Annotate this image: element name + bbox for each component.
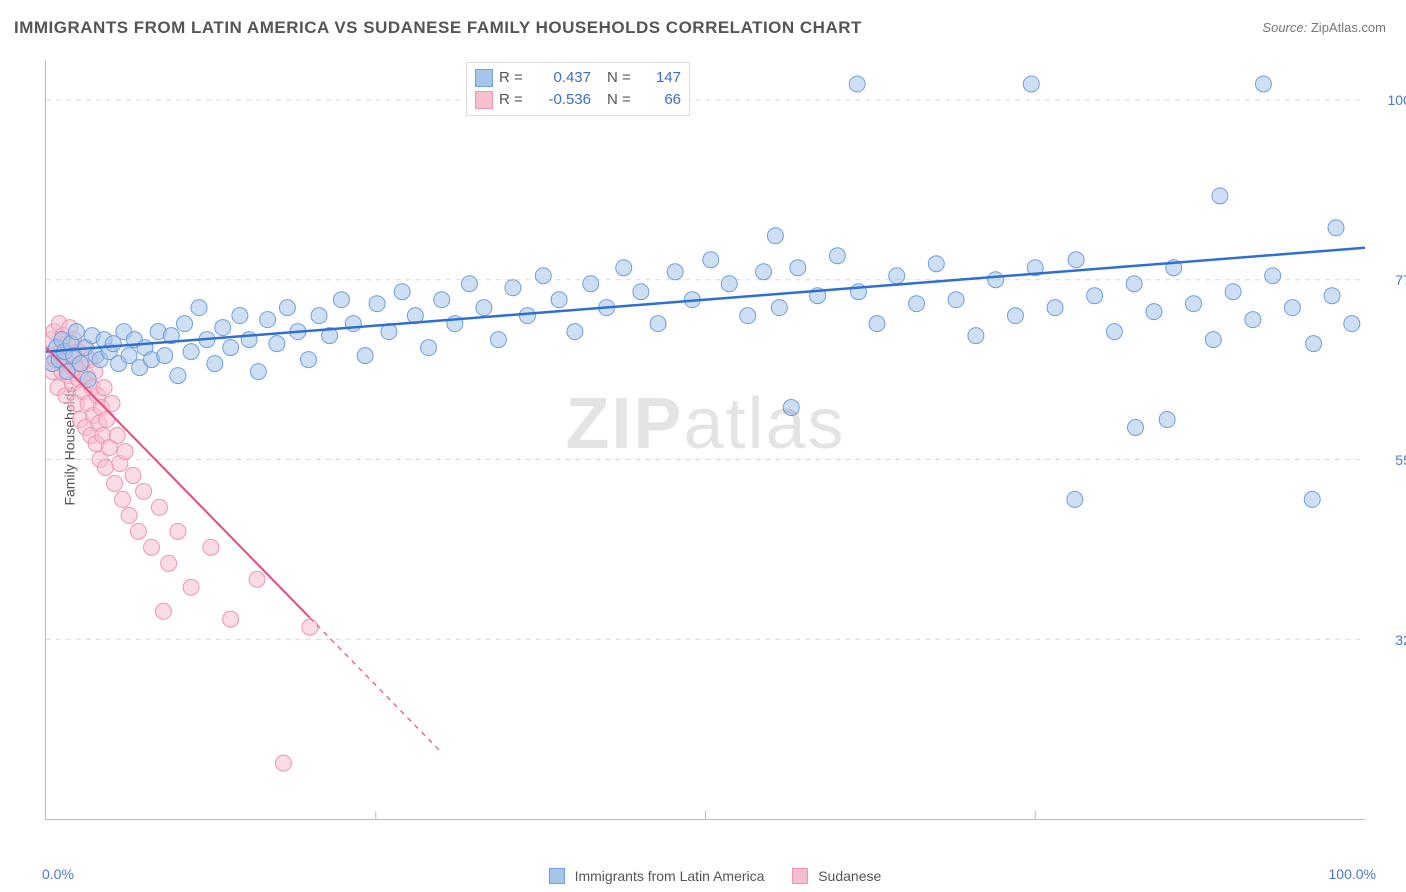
source-attribution: Source: ZipAtlas.com — [1262, 20, 1386, 35]
stat-label-r: R = — [499, 89, 527, 111]
stat-n-2: 66 — [641, 89, 681, 111]
stat-r-1: 0.437 — [533, 67, 591, 89]
stats-row-2: R = -0.536 N = 66 — [475, 89, 681, 111]
y-tick-label: 77.5% — [1375, 272, 1406, 288]
stat-label-r: R = — [499, 67, 527, 89]
y-tick-label: 55.0% — [1375, 452, 1406, 468]
legend-swatch-1 — [549, 868, 565, 884]
y-tick-label: 100.0% — [1375, 92, 1406, 108]
stat-label-n: N = — [607, 67, 635, 89]
y-tick-label: 32.5% — [1375, 632, 1406, 648]
swatch-series-1 — [475, 69, 493, 87]
stat-label-n: N = — [607, 89, 635, 111]
source-value: ZipAtlas.com — [1311, 20, 1386, 35]
stats-legend-box: R = 0.437 N = 147 R = -0.536 N = 66 — [466, 62, 690, 116]
stat-r-2: -0.536 — [533, 89, 591, 111]
legend-swatch-2 — [792, 868, 808, 884]
chart-title: IMMIGRANTS FROM LATIN AMERICA VS SUDANES… — [14, 18, 862, 38]
swatch-series-2 — [475, 91, 493, 109]
chart-container: IMMIGRANTS FROM LATIN AMERICA VS SUDANES… — [0, 0, 1406, 892]
stat-n-1: 147 — [641, 67, 681, 89]
stats-row-1: R = 0.437 N = 147 — [475, 67, 681, 89]
source-label: Source: — [1262, 20, 1307, 35]
chart-svg — [46, 60, 1365, 819]
x-axis-legend: Immigrants from Latin America Sudanese — [0, 868, 1406, 884]
legend-label-2: Sudanese — [818, 868, 881, 884]
plot-area: R = 0.437 N = 147 R = -0.536 N = 66 ZIPa… — [45, 60, 1365, 820]
legend-label-1: Immigrants from Latin America — [575, 868, 765, 884]
